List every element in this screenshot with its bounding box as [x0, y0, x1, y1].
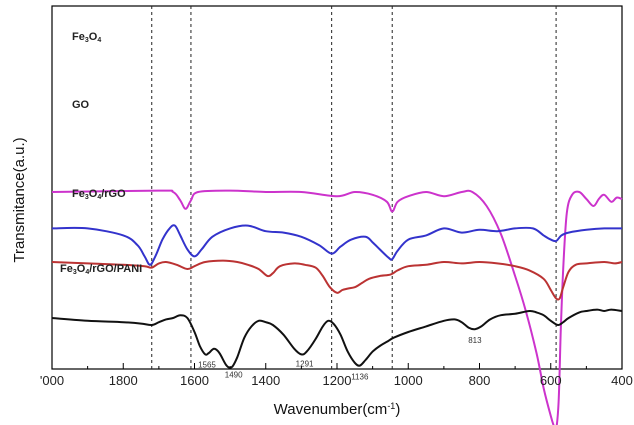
- x-axis-ticks: '000 1800 1600 1400 1200 1000 800 600 400: [40, 363, 633, 388]
- tick-label-1600: 1600: [180, 373, 209, 388]
- series-line-0: [51, 189, 623, 425]
- series-label-1: GO: [72, 99, 90, 111]
- series-line-2: [51, 259, 623, 301]
- tick-label-2000: '000: [40, 373, 64, 388]
- plot-frame: [51, 5, 623, 370]
- series-label-0: Fe3O4: [72, 31, 101, 44]
- series-label-3: Fe3O4/rGO/PANI: [60, 263, 142, 276]
- reference-lines: [151, 6, 557, 369]
- tick-label-1400: 1400: [251, 373, 280, 388]
- peak-label-1291: 1291: [296, 360, 314, 369]
- series-label-2: Fe3O4/rGO: [72, 188, 126, 201]
- series-line-1: [51, 224, 623, 266]
- tick-label-400: 400: [611, 373, 633, 388]
- tick-label-800: 800: [469, 373, 491, 388]
- tick-label-1000: 1000: [394, 373, 423, 388]
- peak-label-1490: 1490: [225, 371, 243, 380]
- peak-label-1136: 1136: [351, 373, 369, 382]
- series-group: [51, 189, 623, 425]
- series-line-3: [51, 308, 623, 369]
- tick-label-1200: 1200: [323, 373, 352, 388]
- x-axis-label: Wavenumber(cm-1): [274, 401, 401, 418]
- peak-label-1565: 1565: [198, 361, 216, 370]
- tick-label-600: 600: [540, 373, 562, 388]
- peak-label-813: 813: [468, 336, 482, 345]
- series-labels: Fe3O4 GO Fe3O4/rGO Fe3O4/rGO/PANI: [60, 31, 142, 276]
- peak-labels: 1565 1490 1291 1136 813: [198, 336, 482, 381]
- tick-label-1800: 1800: [109, 373, 138, 388]
- y-axis-label: Transmitance(a.u.): [11, 137, 28, 262]
